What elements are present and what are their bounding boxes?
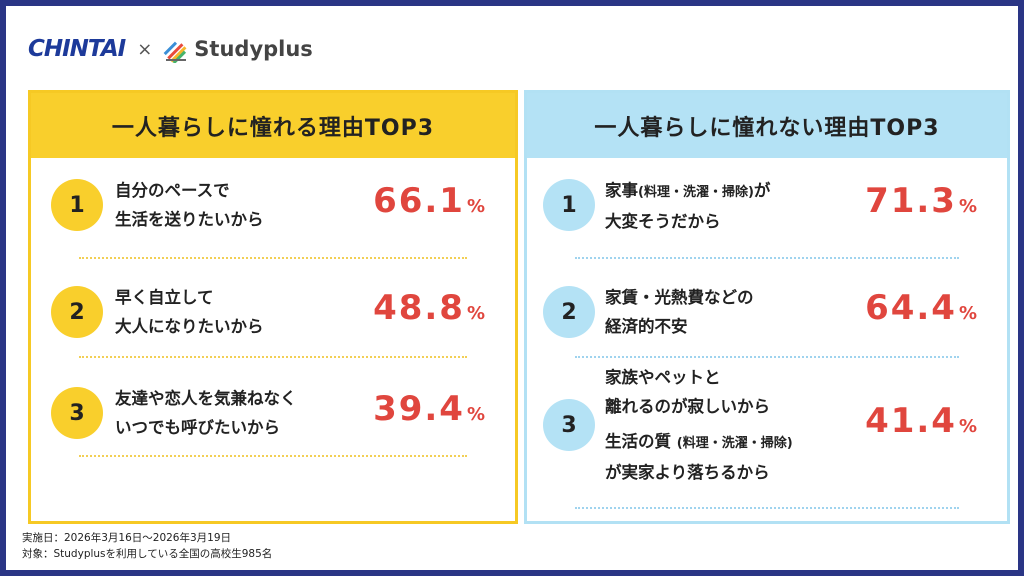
percentage: 41.4%	[865, 401, 977, 441]
percentage-value: 39.4	[373, 389, 465, 429]
reasons-longing-panel: 一人暮らしに憧れる理由TOP3 1 自分のペースで 生活を送りたいから 66.1…	[28, 90, 518, 524]
reason-text: 家族やペットと 離れるのが寂しいから 生活の質 (料理・洗濯・掃除) が実家より…	[605, 363, 793, 487]
reason-line: 早く自立して	[115, 288, 214, 307]
reason-line: 家賃・光熱費などの	[605, 288, 754, 307]
rank-badge: 3	[51, 387, 103, 439]
reason-line: 生活の質 (料理・洗濯・掃除)	[605, 427, 793, 458]
reason-note: (料理・洗濯・掃除)	[676, 436, 793, 451]
panel-title: 一人暮らしに憧れない理由TOP3	[527, 93, 1007, 158]
reason-line: 家事(料理・洗濯・掃除)が	[605, 176, 770, 207]
dotted-divider	[79, 356, 467, 358]
percentage-unit: %	[466, 404, 485, 425]
reason-segment: が	[753, 181, 771, 200]
percentage: 64.4%	[865, 288, 977, 328]
dotted-divider	[79, 455, 467, 457]
percentage-unit: %	[466, 303, 485, 324]
reason-text: 早く自立して 大人になりたいから	[115, 283, 264, 341]
reason-line: 生活を送りたいから	[115, 210, 264, 229]
percentage-value: 41.4	[865, 401, 957, 441]
percentage-unit: %	[958, 416, 977, 437]
reason-text: 友達や恋人を気兼ねなく いつでも呼びたいから	[115, 384, 297, 442]
studyplus-logo-icon	[163, 41, 187, 63]
percentage-unit: %	[958, 303, 977, 324]
reason-line: 家族やペットと	[605, 368, 721, 387]
reason-note: (料理・洗濯・掃除)	[638, 185, 754, 200]
reason-text: 家賃・光熱費などの 経済的不安	[605, 283, 754, 341]
reason-line: 大人になりたいから	[115, 317, 264, 336]
percentage: 39.4%	[373, 389, 485, 429]
dotted-divider	[575, 507, 959, 509]
dotted-divider	[575, 257, 959, 259]
rank-badge: 1	[51, 179, 103, 231]
percentage-unit: %	[958, 196, 977, 217]
percentage-value: 48.8	[373, 288, 465, 328]
percentage: 71.3%	[865, 181, 977, 221]
reason-segment: 生活の質	[605, 432, 671, 451]
reason-text: 自分のペースで 生活を送りたいから	[115, 176, 264, 234]
rank-badge: 2	[51, 286, 103, 338]
reason-line: 友達や恋人を気兼ねなく	[115, 389, 297, 408]
percentage-unit: %	[466, 196, 485, 217]
collab-separator: ×	[137, 38, 153, 60]
dotted-divider	[79, 257, 467, 259]
studyplus-logo-text: Studyplus	[194, 37, 313, 61]
percentage: 48.8%	[373, 288, 485, 328]
header-logos: CHINTAI × Studyplus	[28, 32, 313, 66]
survey-date: 実施日：2026年3月16日〜2026年3月19日	[22, 532, 232, 544]
reason-line: いつでも呼びたいから	[115, 418, 280, 437]
reason-text: 家事(料理・洗濯・掃除)が 大変そうだから	[605, 176, 770, 236]
reasons-not-longing-panel: 一人暮らしに憧れない理由TOP3 1 家事(料理・洗濯・掃除)が 大変そうだから…	[524, 90, 1010, 524]
infographic-card: CHINTAI × Studyplus 一人暮らしに憧れる理由TOP3 1 自分…	[6, 6, 1018, 570]
rank-badge: 2	[543, 286, 595, 338]
dotted-divider	[575, 356, 959, 358]
percentage-value: 66.1	[373, 181, 465, 221]
percentage-value: 71.3	[865, 181, 957, 221]
reason-line: 自分のペースで	[115, 181, 230, 200]
reason-line: が実家より落ちるから	[605, 463, 770, 482]
chintai-logo: CHINTAI	[28, 36, 126, 62]
reason-line: 離れるのが寂しいから	[605, 397, 770, 416]
percentage: 66.1%	[373, 181, 485, 221]
rank-badge: 3	[543, 399, 595, 451]
rank-badge: 1	[543, 179, 595, 231]
reason-line: 大変そうだから	[605, 212, 721, 231]
survey-target: 対象：Studyplusを利用している全国の高校生985名	[22, 548, 273, 560]
panel-title: 一人暮らしに憧れる理由TOP3	[31, 93, 515, 158]
percentage-value: 64.4	[865, 288, 957, 328]
reason-line: 経済的不安	[605, 317, 688, 336]
reason-segment: 家事	[605, 181, 638, 200]
